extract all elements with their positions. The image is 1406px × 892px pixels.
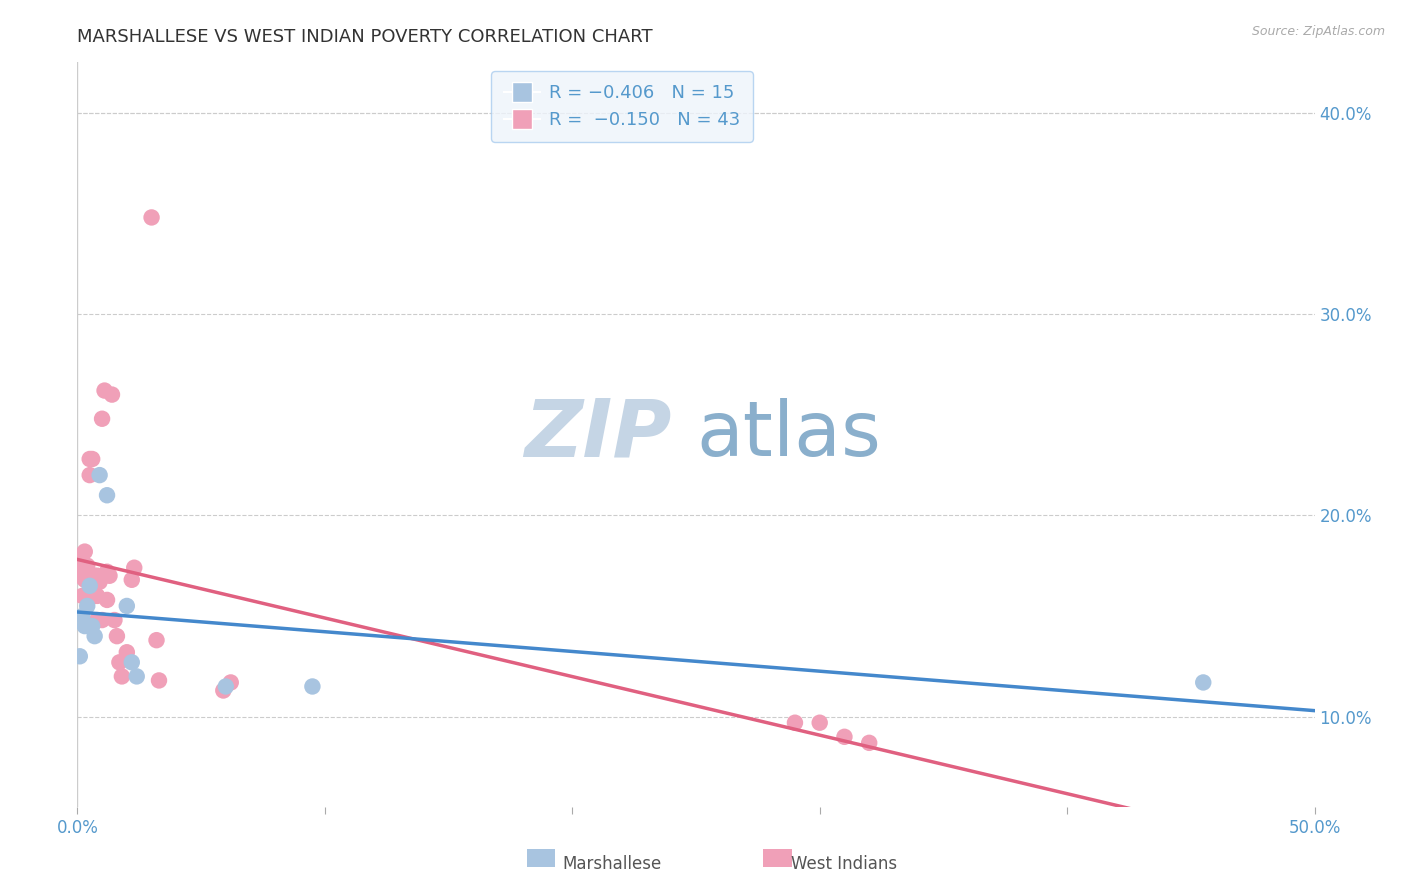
Point <box>73 544 96 558</box>
Point <box>86 568 108 582</box>
Point <box>69 549 91 563</box>
Point <box>115 645 138 659</box>
Point <box>83 629 105 643</box>
Point <box>79 589 101 603</box>
Point <box>76 599 98 613</box>
Point <box>96 565 118 579</box>
Point <box>96 593 118 607</box>
Point <box>145 633 167 648</box>
Point <box>141 211 163 225</box>
Point <box>834 730 856 744</box>
Point <box>858 736 880 750</box>
Legend: R = −0.406   N = 15, R =  −0.150   N = 43: R = −0.406 N = 15, R = −0.150 N = 43 <box>491 71 752 142</box>
Point <box>89 468 111 483</box>
Point <box>72 568 94 582</box>
Text: atlas: atlas <box>696 398 880 472</box>
Point <box>93 384 115 398</box>
Point <box>101 387 124 401</box>
Text: West Indians: West Indians <box>790 855 897 872</box>
Text: Marshallese: Marshallese <box>562 855 661 872</box>
Point <box>219 675 242 690</box>
Point <box>89 574 111 589</box>
Point <box>115 599 138 613</box>
Point <box>121 573 143 587</box>
Point <box>1192 675 1215 690</box>
Point <box>86 613 108 627</box>
Point <box>125 669 148 683</box>
Point <box>76 558 98 573</box>
Text: Source: ZipAtlas.com: Source: ZipAtlas.com <box>1251 25 1385 38</box>
Point <box>73 573 96 587</box>
Point <box>98 568 121 582</box>
Point <box>105 629 128 643</box>
Point <box>82 568 104 582</box>
Point <box>103 613 125 627</box>
Point <box>121 656 143 670</box>
Point <box>808 715 831 730</box>
Point <box>79 452 101 467</box>
Point <box>82 619 104 633</box>
Point <box>76 593 98 607</box>
Point <box>83 589 105 603</box>
Point <box>73 619 96 633</box>
Point <box>108 656 131 670</box>
Point <box>79 468 101 483</box>
Point <box>73 558 96 573</box>
Point <box>72 589 94 603</box>
Point <box>69 649 91 664</box>
Point <box>82 452 104 467</box>
Text: ZIP: ZIP <box>524 396 671 474</box>
Point <box>86 589 108 603</box>
Point <box>79 579 101 593</box>
Point <box>301 680 323 694</box>
Point <box>91 613 114 627</box>
Point <box>148 673 170 688</box>
Point <box>91 411 114 425</box>
Point <box>83 568 105 582</box>
Point <box>212 683 235 698</box>
Point <box>783 715 806 730</box>
Text: MARSHALLESE VS WEST INDIAN POVERTY CORRELATION CHART: MARSHALLESE VS WEST INDIAN POVERTY CORRE… <box>77 28 652 45</box>
Point <box>215 680 238 694</box>
Point <box>96 488 118 502</box>
Point <box>72 609 94 624</box>
Point <box>69 568 91 582</box>
Point <box>111 669 134 683</box>
Point <box>122 560 145 574</box>
